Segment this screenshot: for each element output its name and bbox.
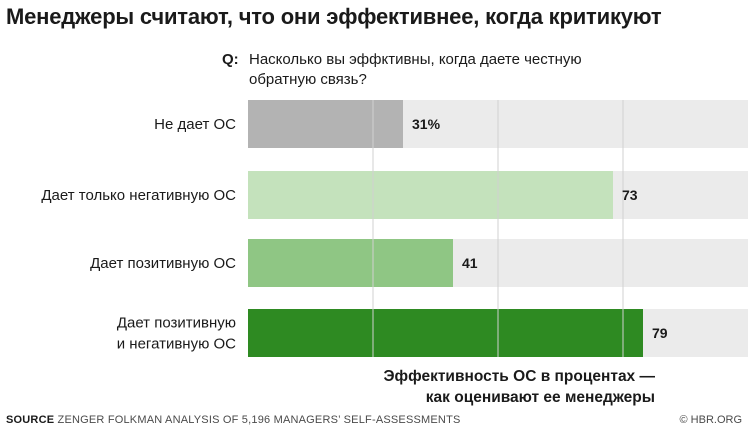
source-note: SOURCE ZENGER FOLKMAN ANALYSIS OF 5,196 … (6, 414, 461, 426)
bar-chart: Не дает ОС Дает только негативную ОС Дает … (41, 100, 748, 357)
category-label: Дает позитивную (117, 315, 236, 332)
bar (248, 171, 613, 219)
data-label: 79 (652, 325, 668, 341)
copyright: © HBR.ORG (679, 414, 743, 426)
bars (248, 100, 643, 357)
bar (248, 309, 643, 357)
question-line-1: Насколько вы эффктивны, когда даете чест… (249, 51, 582, 68)
question-line-2: обратную связь? (249, 71, 367, 88)
bar (248, 100, 403, 148)
value-labels: 31% 73 41 79 (412, 116, 668, 341)
category-label: Дает только негативную ОС (41, 187, 236, 204)
data-label: 31% (412, 116, 441, 132)
bar (248, 239, 453, 287)
x-axis-caption: Эффективность ОС в процентах — как оцени… (384, 366, 656, 408)
question-tag: Q: (222, 51, 239, 68)
data-label: 41 (462, 255, 478, 271)
source-tag: SOURCE (6, 414, 55, 426)
category-label: Не дает ОС (154, 116, 236, 133)
x-axis-caption-line-2: как оценивают ее менеджеры (425, 389, 655, 406)
category-label: и негативную ОС (117, 336, 236, 353)
data-label: 73 (622, 187, 638, 203)
gridlines (372, 100, 624, 357)
category-label: Дает позитивную ОС (90, 255, 236, 272)
source-text: ZENGER FOLKMAN ANALYSIS OF 5,196 MANAGER… (54, 414, 461, 426)
chart-title: Менеджеры считают, что они эффективнее, … (6, 4, 662, 29)
question-block: Q: Насколько вы эффктивны, когда даете ч… (222, 50, 669, 90)
x-axis-caption-line-1: Эффективность ОС в процентах — (383, 368, 656, 385)
question-text: Насколько вы эффктивны, когда даете чест… (249, 50, 669, 90)
category-labels: Не дает ОС Дает только негативную ОС Дает … (41, 116, 236, 353)
